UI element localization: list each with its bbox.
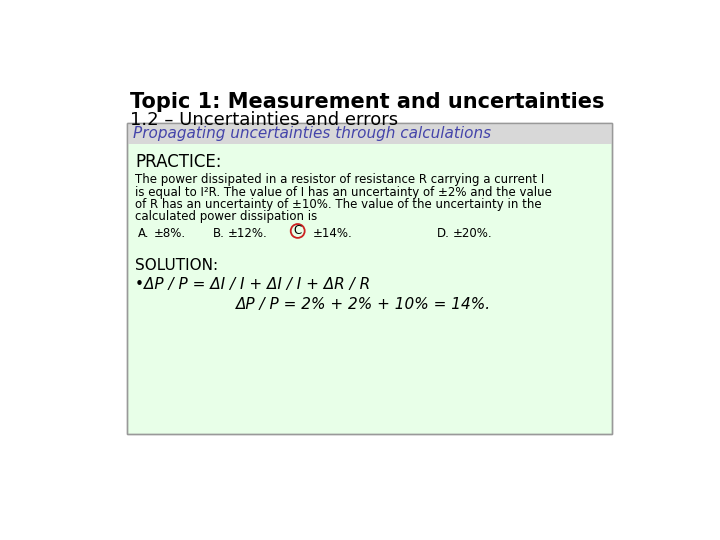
Text: 1.2 – Uncertainties and errors: 1.2 – Uncertainties and errors — [130, 111, 398, 129]
FancyBboxPatch shape — [127, 123, 612, 434]
Text: B.: B. — [212, 227, 225, 240]
Text: ±8%.: ±8%. — [153, 227, 186, 240]
Text: ±12%.: ±12%. — [228, 227, 268, 240]
Text: •ΔP / P = ΔI / I + ΔI / I + ΔR / R: •ΔP / P = ΔI / I + ΔI / I + ΔR / R — [135, 276, 370, 292]
FancyBboxPatch shape — [127, 123, 612, 144]
Text: calculated power dissipation is: calculated power dissipation is — [135, 211, 318, 224]
Text: Topic 1: Measurement and uncertainties: Topic 1: Measurement and uncertainties — [130, 92, 605, 112]
Text: Propagating uncertainties through calculations: Propagating uncertainties through calcul… — [133, 126, 492, 141]
Text: ±14%.: ±14%. — [313, 227, 353, 240]
Text: ΔP / P = 2% + 2% + 10% = 14%.: ΔP / P = 2% + 2% + 10% = 14%. — [235, 296, 491, 312]
Text: A.: A. — [138, 227, 150, 240]
Text: PRACTICE:: PRACTICE: — [135, 153, 222, 171]
Text: SOLUTION:: SOLUTION: — [135, 258, 218, 273]
Text: is equal to I²R. The value of I has an uncertainty of ±2% and the value: is equal to I²R. The value of I has an u… — [135, 186, 552, 199]
Text: C: C — [294, 225, 302, 238]
Text: ±20%.: ±20%. — [453, 227, 492, 240]
Text: The power dissipated in a resistor of resistance R carrying a current I: The power dissipated in a resistor of re… — [135, 173, 544, 186]
Text: of R has an uncertainty of ±10%. The value of the uncertainty in the: of R has an uncertainty of ±10%. The val… — [135, 198, 541, 211]
Text: D.: D. — [437, 227, 450, 240]
